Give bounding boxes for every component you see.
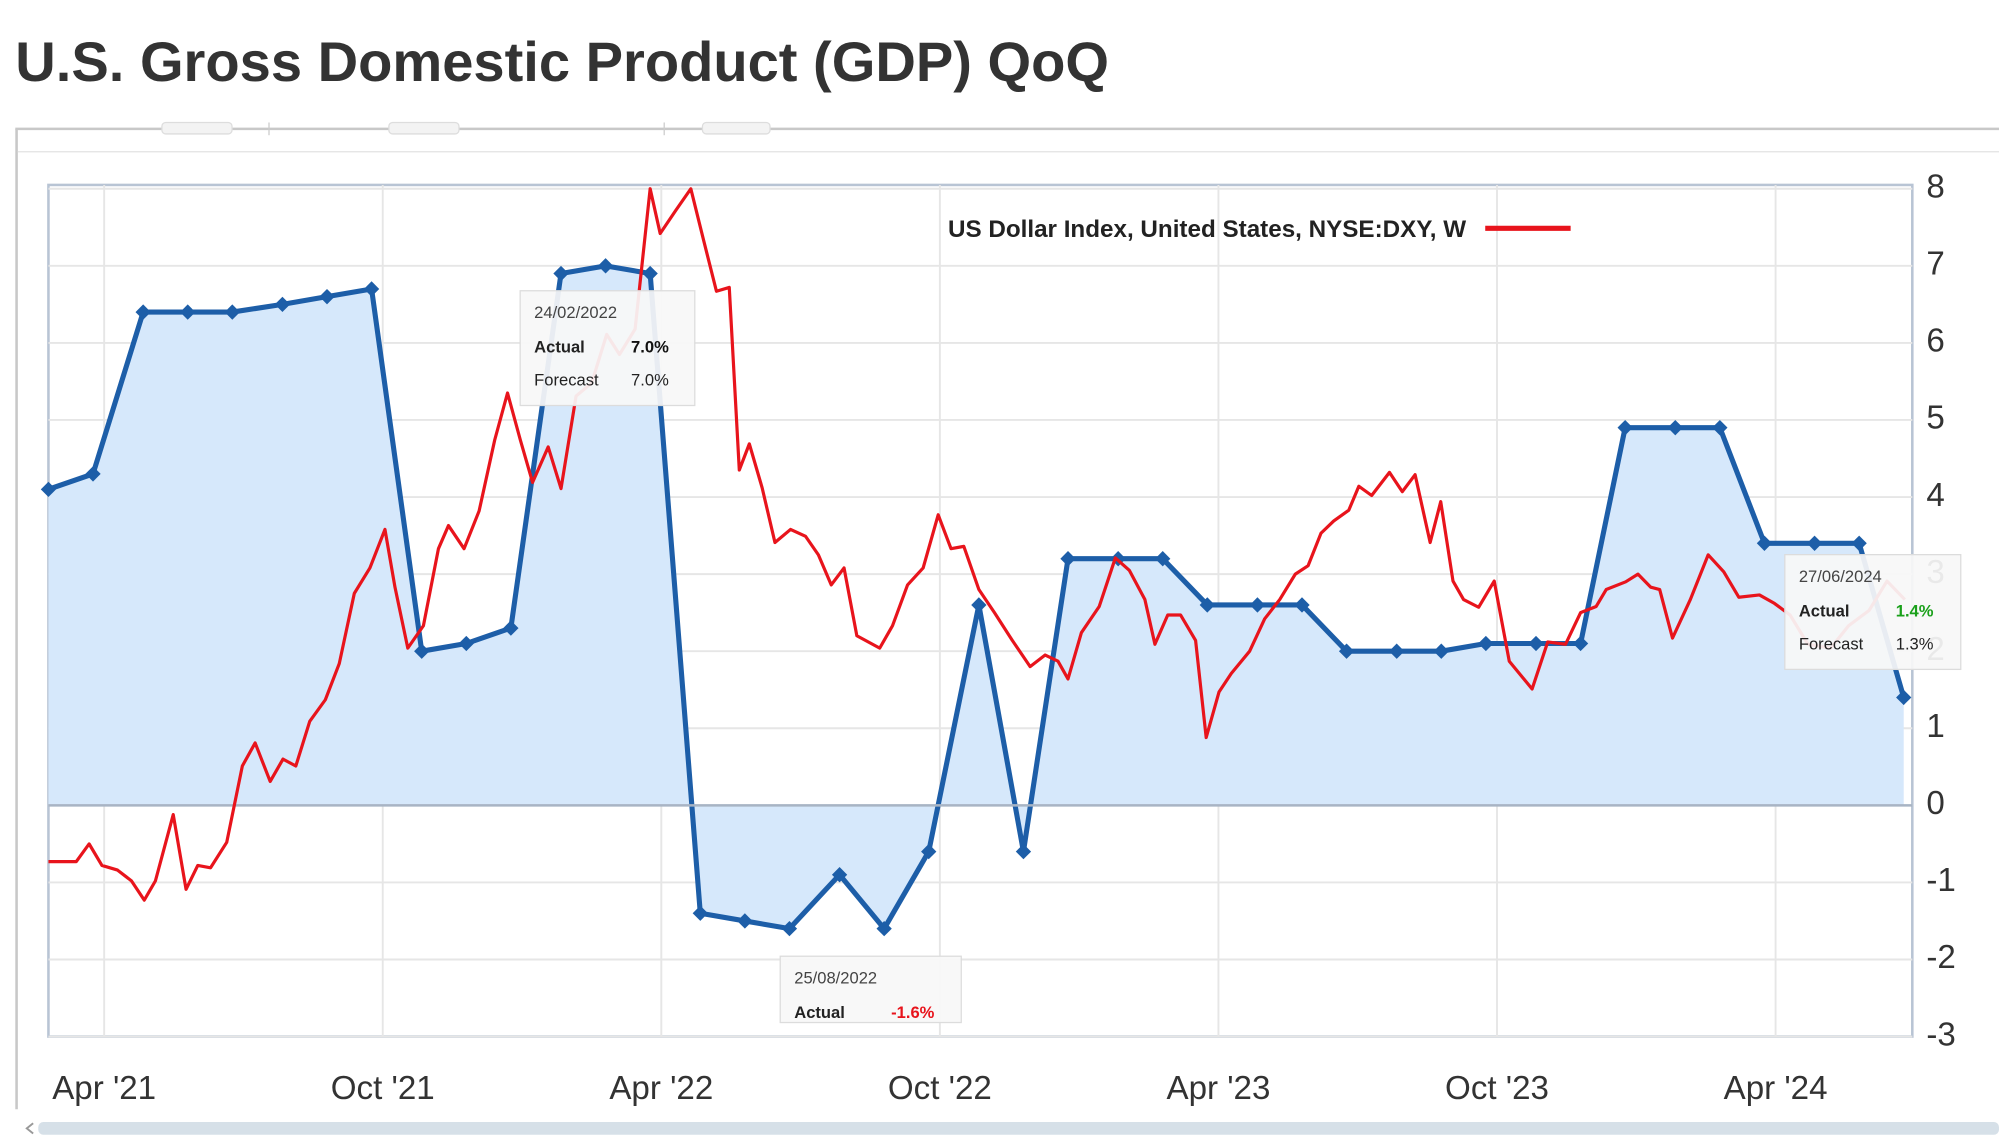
marker	[831, 867, 848, 883]
tooltip-box	[779, 955, 962, 1024]
scrollbar[interactable]	[38, 1121, 1999, 1135]
marker	[876, 921, 892, 937]
x-tick-label: Oct '22	[888, 1070, 992, 1107]
y-tick-label: 1	[1926, 708, 1944, 745]
scroll-arrow[interactable]	[25, 1122, 34, 1135]
y-tick-label: -3	[1926, 1016, 1955, 1053]
marker	[737, 913, 753, 929]
marker	[1433, 643, 1449, 659]
marker	[363, 281, 380, 297]
y-tick-label: 8	[1926, 169, 1944, 206]
tooltip: 25/08/2022 Actual -1.6%	[779, 955, 962, 1024]
y-tick-label: 4	[1926, 477, 1944, 514]
marker	[503, 620, 519, 636]
marker	[1617, 420, 1633, 436]
marker	[1338, 643, 1355, 659]
marker	[319, 289, 335, 305]
x-tick-label: Apr '22	[609, 1070, 713, 1107]
marker	[1756, 535, 1773, 551]
x-tick-label: Apr '24	[1724, 1070, 1828, 1107]
y-tick-label: 5	[1926, 400, 1944, 437]
tooltip-value: -1.6%	[891, 1003, 935, 1022]
toolbar-button[interactable]	[161, 121, 233, 135]
marker	[1667, 420, 1683, 436]
y-tick-label: 7	[1926, 246, 1944, 283]
tooltip-date: 27/06/2024	[1799, 567, 1882, 586]
y-tick-label: -1	[1926, 862, 1955, 899]
toolbar-button[interactable]	[701, 121, 771, 135]
marker	[971, 597, 987, 613]
tooltip-key: Actual	[794, 1003, 845, 1022]
marker	[1712, 420, 1728, 436]
tooltip: 24/02/2022 Actual 7.0% Forecast 7.0%	[519, 290, 696, 407]
y-tick-label: 6	[1926, 323, 1944, 360]
marker	[1249, 597, 1266, 613]
tooltip-value: 7.0%	[631, 371, 669, 390]
marker	[224, 304, 240, 320]
y-tick-label: 0	[1926, 785, 1944, 822]
marker	[135, 304, 151, 320]
legend-label: US Dollar Index, United States, NYSE:DXY…	[948, 216, 1466, 243]
tooltip-key: Forecast	[1799, 635, 1864, 654]
x-tick-label: Apr '21	[52, 1070, 156, 1107]
area	[48, 265, 1904, 929]
marker	[414, 643, 430, 659]
marker	[642, 265, 658, 282]
tooltip-date: 25/08/2022	[794, 969, 877, 988]
tooltip-box	[1784, 554, 1962, 671]
marker	[1389, 643, 1405, 659]
x-tick-label: Oct '23	[1445, 1070, 1549, 1107]
tooltip: 27/06/2024 Actual 1.4% Forecast 1.3%	[1784, 554, 1962, 671]
x-tick-label: Apr '23	[1166, 1070, 1270, 1107]
tooltip-key: Forecast	[534, 371, 599, 390]
tooltip-value: 1.4%	[1896, 601, 1934, 620]
tooltip-date: 24/02/2022	[534, 303, 617, 322]
tooltip-key: Actual	[1799, 601, 1850, 620]
tooltip-value: 7.0%	[631, 337, 669, 356]
marker	[921, 843, 937, 860]
marker	[1294, 597, 1310, 613]
line	[48, 187, 1906, 902]
marker	[180, 304, 196, 320]
toolbar-button[interactable]	[388, 121, 460, 135]
y-tick-label: -2	[1926, 939, 1955, 976]
tooltip-key: Actual	[534, 337, 585, 356]
marker	[274, 296, 291, 313]
marker	[40, 481, 57, 497]
tooltip-value: 1.3%	[1896, 635, 1934, 654]
x-tick-label: Oct '21	[331, 1070, 435, 1107]
chart-title: U.S. Gross Domestic Product (GDP) QoQ	[15, 30, 1109, 93]
marker	[781, 921, 798, 937]
tooltip-box	[519, 290, 696, 407]
